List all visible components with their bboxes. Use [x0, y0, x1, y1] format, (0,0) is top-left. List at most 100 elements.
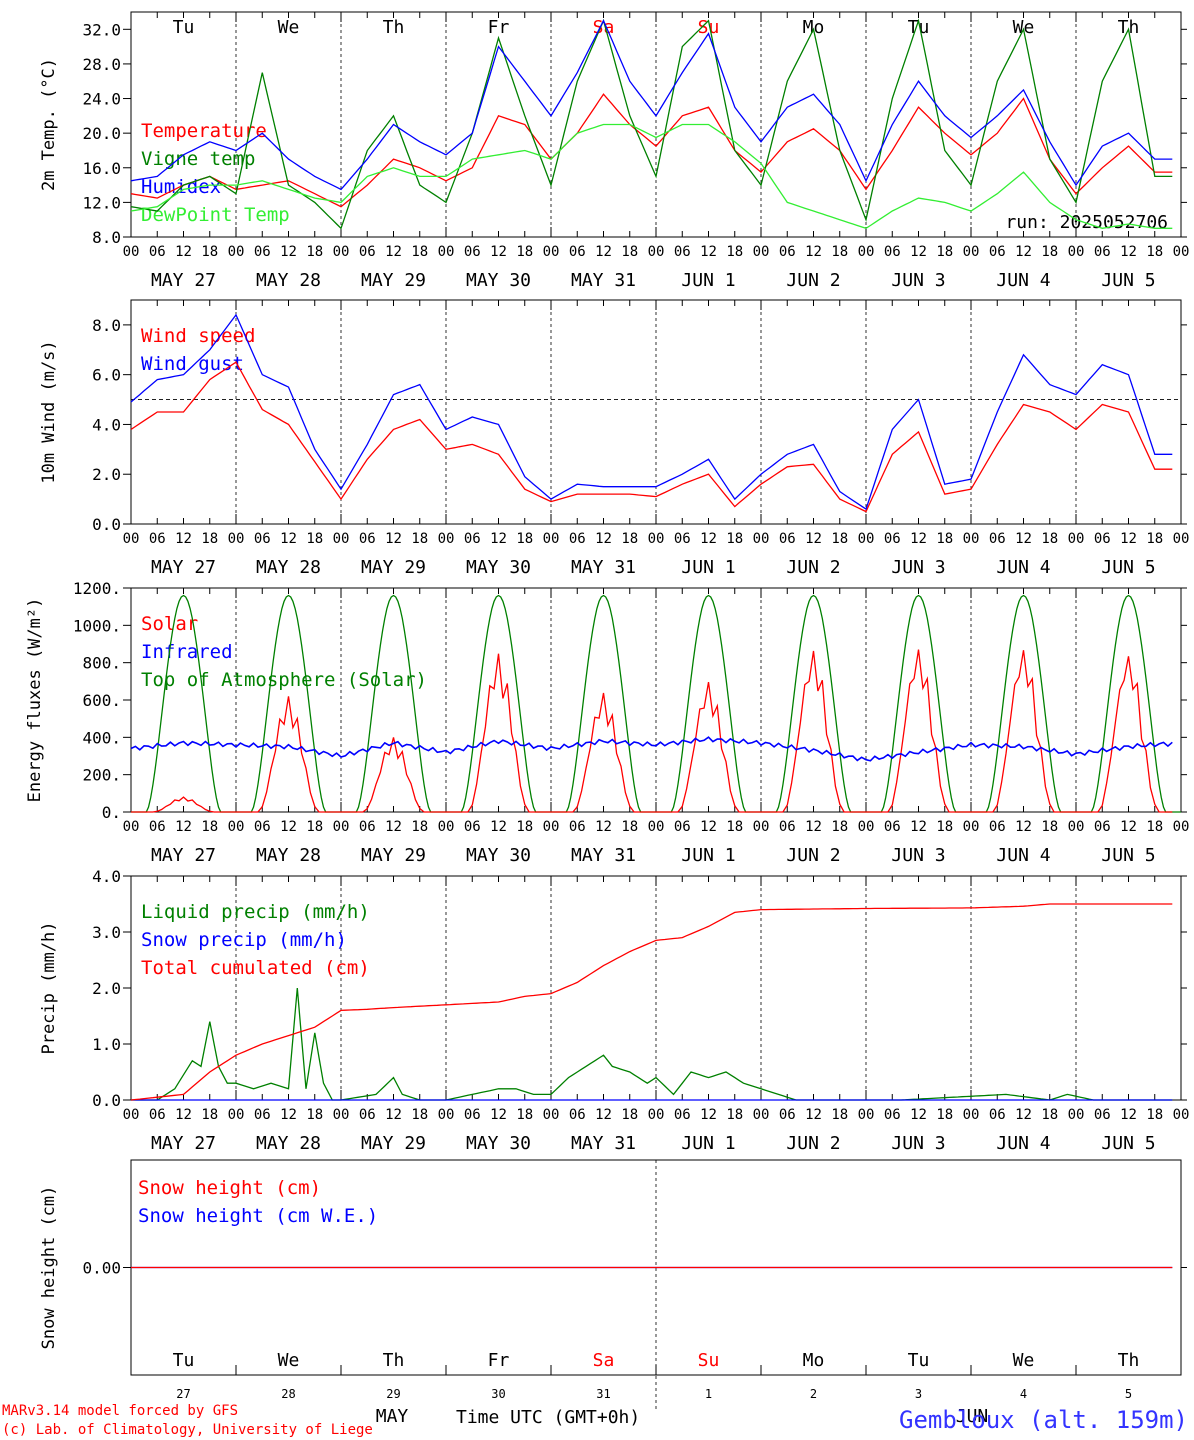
panel-4-hour-label: 06	[674, 1107, 691, 1123]
panel-2-frame	[130, 299, 1182, 525]
panel-2-ytick-label: 6.0	[92, 366, 121, 385]
panel-3-hour-label: 12	[175, 819, 192, 835]
panel-2-hour-label: 06	[989, 531, 1006, 547]
panel-2-hour-label: 06	[884, 531, 901, 547]
panel-3-hour-label: 00	[123, 819, 140, 835]
panel-1-hour-label: 00	[333, 244, 350, 260]
panel-2-hour-label: 00	[543, 531, 560, 547]
panel-2-hour-label: 00	[858, 531, 875, 547]
panel-3-series-infrared	[130, 736, 1173, 762]
panel-5-date-number: 2	[810, 1387, 817, 1401]
panel-4-ytick-label: 2.0	[92, 979, 121, 998]
panel-1-hour-label: 00	[1068, 244, 1085, 260]
panel-2-series-wind-speed	[130, 361, 1173, 513]
panel-4-hour-label: 06	[464, 1107, 481, 1123]
panel-4-hour-label: 12	[385, 1107, 402, 1123]
panel-1-ytick-label: 20.0	[82, 124, 121, 143]
panel-4-ytick-label: 1.0	[92, 1035, 121, 1054]
panel-1-hour-label: 18	[831, 244, 848, 260]
month-label-jun: JUN	[956, 1406, 989, 1427]
panel-1-hour-label: 06	[674, 244, 691, 260]
panel-1-day-label: Mo	[803, 17, 825, 38]
panel-2-hour-label: 18	[831, 531, 848, 547]
panel-2-hour-label: 12	[490, 531, 507, 547]
panel-1-hour-label: 00	[963, 244, 980, 260]
panel-2-hour-label: 12	[805, 531, 822, 547]
panel-4-hour-label: 18	[1041, 1107, 1058, 1123]
panel-1-hour-label: 00	[438, 244, 455, 260]
panel-5-date-number: 4	[1020, 1387, 1027, 1401]
panel-3-hour-label: 00	[543, 819, 560, 835]
panel-1-date-label: JUN 5	[1101, 270, 1155, 291]
panel-4-hour-label: 18	[936, 1107, 953, 1123]
panel-5-date-number: 1	[705, 1387, 712, 1401]
panel-4-date-label: MAY 27	[151, 1133, 216, 1154]
panel-4-date-label: JUN 5	[1101, 1133, 1155, 1154]
panel-1-date-label: MAY 31	[571, 270, 636, 291]
panel-4-hour-label: 00	[1173, 1107, 1190, 1123]
panel-2-hour-label: 18	[201, 531, 218, 547]
panel-4-hour-label: 18	[201, 1107, 218, 1123]
panel-3-date-label: JUN 1	[681, 845, 735, 866]
panel-2-hour-label: 06	[674, 531, 691, 547]
panel-4-date-label: MAY 30	[466, 1133, 531, 1154]
panel-3-hour-label: 00	[753, 819, 770, 835]
panel-2-ytick-label: 0.0	[92, 515, 121, 534]
panel-3-hour-label: 06	[989, 819, 1006, 835]
panel-1-hour-label: 06	[254, 244, 271, 260]
panel-3-ytick-label: 400.	[82, 728, 121, 747]
panel-3-date-label: JUN 5	[1101, 845, 1155, 866]
panel-3-hour-label: 00	[1173, 819, 1190, 835]
panel-4-legend-2: Snow precip (mm/h)	[141, 929, 347, 951]
panel-2-hour-label: 12	[595, 531, 612, 547]
panel-1-day-label: Th	[1118, 17, 1140, 38]
credit-line-1: MARv3.14 model forced by GFS	[2, 1403, 238, 1419]
panel-1-ylabel: 2m Temp. (°C)	[39, 58, 59, 191]
panel-2-date-label: MAY 27	[151, 557, 216, 578]
panel-2-hour-label: 12	[910, 531, 927, 547]
panel-2-date-label: MAY 31	[571, 557, 636, 578]
panel-3-legend-2: Infrared	[141, 641, 233, 663]
panel-1-ytick-label: 28.0	[82, 55, 121, 74]
panel-4-hour-label: 12	[1120, 1107, 1137, 1123]
panel-1-hour-label: 12	[175, 244, 192, 260]
panel-3-date-label: MAY 28	[256, 845, 321, 866]
panel-2-hour-label: 18	[1041, 531, 1058, 547]
panel-3-hour-label: 12	[385, 819, 402, 835]
panel-2-hour-label: 00	[228, 531, 245, 547]
panel-1-day-label: Th	[383, 17, 405, 38]
panel-2-hour-label: 06	[359, 531, 376, 547]
panel-3-hour-label: 12	[700, 819, 717, 835]
panel-5-date-number: 28	[281, 1387, 295, 1401]
panel-3-series-solar	[131, 649, 1173, 813]
panel-1-hour-label: 06	[989, 244, 1006, 260]
panel-1-date-label: JUN 1	[681, 270, 735, 291]
panel-5-day-label: We	[1013, 1350, 1035, 1371]
panel-2-hour-label: 06	[779, 531, 796, 547]
panel-1-hour-label: 12	[595, 244, 612, 260]
panel-1-ytick-label: 24.0	[82, 90, 121, 109]
panel-1-date-label: MAY 27	[151, 270, 216, 291]
panel-3-hour-label: 12	[805, 819, 822, 835]
panel-4-date-label: MAY 28	[256, 1133, 321, 1154]
panel-1-day-label: We	[278, 17, 300, 38]
panel-2-hour-label: 18	[306, 531, 323, 547]
panel-2-hour-label: 18	[936, 531, 953, 547]
panel-1-hour-label: 18	[621, 244, 638, 260]
panel-4-hour-label: 00	[333, 1107, 350, 1123]
panel-1-hour-label: 00	[858, 244, 875, 260]
panel-1-series-dewpoint-temp	[130, 123, 1173, 230]
panel-3-hour-label: 00	[963, 819, 980, 835]
panel-4-date-label: JUN 1	[681, 1133, 735, 1154]
time-axis-label: Time UTC (GMT+0h)	[456, 1407, 640, 1428]
panel-3-hour-label: 18	[726, 819, 743, 835]
month-label-may: MAY	[376, 1406, 409, 1427]
panel-3-ytick-label: 1000.	[73, 616, 121, 635]
panel-2-ytick-label: 8.0	[92, 316, 121, 335]
panel-4-hour-label: 00	[543, 1107, 560, 1123]
panel-3-hour-label: 00	[228, 819, 245, 835]
panel-1-day-label: Tu	[173, 17, 195, 38]
panel-1-hour-label: 00	[543, 244, 560, 260]
panel-2-hour-label: 12	[280, 531, 297, 547]
panel-2-date-label: JUN 4	[996, 557, 1050, 578]
